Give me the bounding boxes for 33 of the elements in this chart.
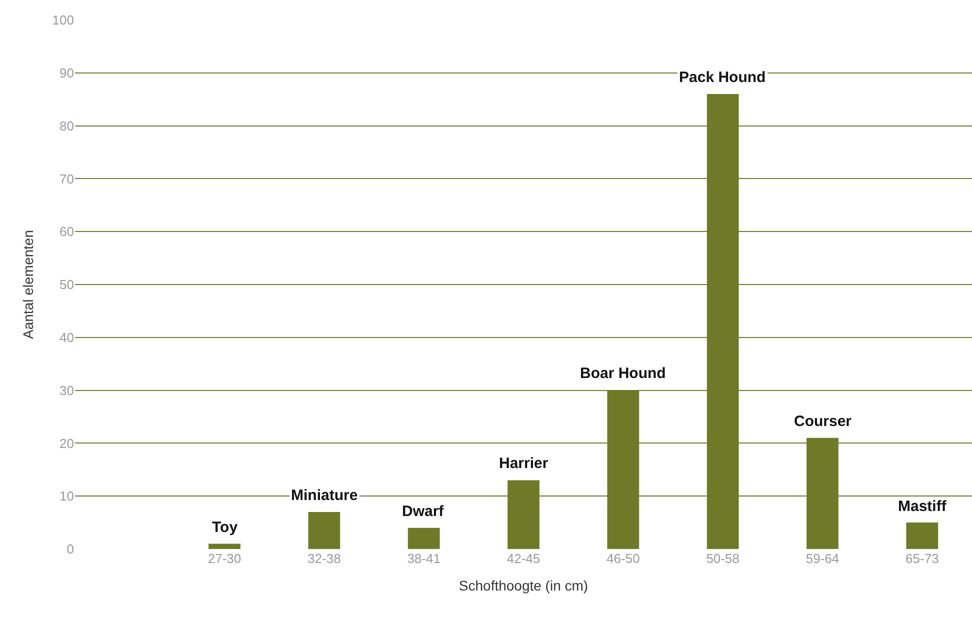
x-tick-label: 65-73 (906, 551, 939, 566)
annotation: Boar Hound (580, 365, 666, 382)
x-tick-label: 27-30 (208, 551, 242, 566)
annotation: Pack Hound (679, 69, 766, 86)
annotation: Courser (794, 413, 852, 430)
bar (208, 544, 240, 549)
annotation: Toy (212, 519, 238, 536)
y-tick-label: 0 (66, 542, 74, 557)
x-tick-label: 50-58 (706, 551, 740, 566)
y-tick-label: 80 (60, 118, 74, 134)
annotation: Harrier (499, 455, 548, 472)
annotation: Mastiff (898, 498, 948, 515)
x-tick-label: 46-50 (606, 551, 640, 566)
bar (408, 528, 440, 549)
x-axis-title: Schofthoogte (in cm) (458, 577, 588, 594)
y-tick-label: 50 (60, 277, 74, 292)
x-tick-label: 32-38 (308, 551, 341, 566)
y-tick-label: 30 (60, 382, 74, 398)
x-tick-label: 42-45 (506, 551, 540, 566)
y-tick-label: 60 (60, 224, 74, 240)
y-tick-label: 40 (60, 330, 74, 345)
bar (308, 512, 340, 549)
y-tick-label: 10 (60, 488, 74, 504)
y-tick-label: 90 (60, 65, 74, 80)
x-tick-label: 59-64 (806, 551, 840, 566)
y-tick-label: 70 (60, 171, 74, 186)
x-tick-label: 38-41 (407, 551, 440, 566)
y-tick-label: 20 (60, 436, 74, 451)
annotation: Miniature (291, 487, 358, 504)
annotation: Dwarf (402, 503, 445, 520)
y-tick-label: 100 (52, 12, 74, 28)
y-axis-title: Aantal elementen (20, 230, 36, 339)
bar (906, 522, 938, 549)
